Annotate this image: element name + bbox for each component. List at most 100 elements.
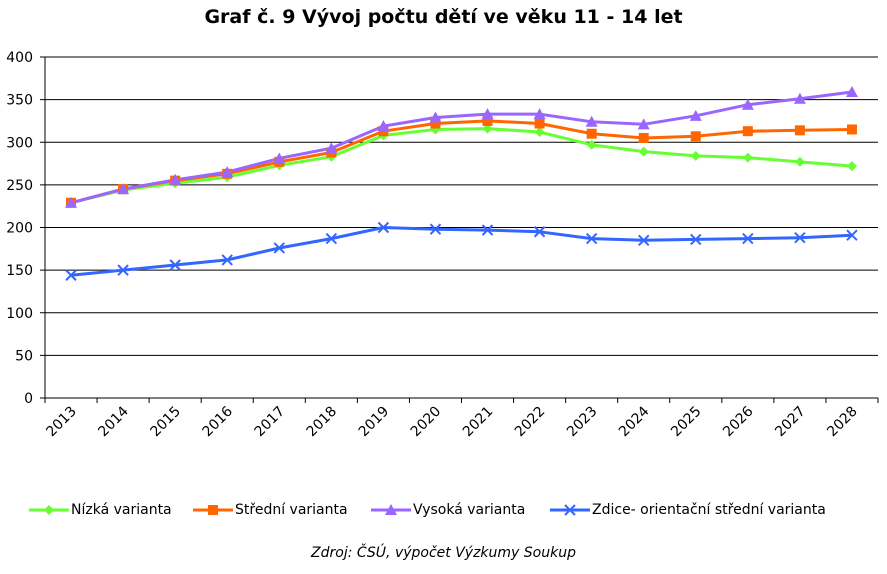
series-markers [65,85,858,281]
data-point-vysoka [325,142,338,154]
x-tick-label: 2025 [668,404,705,441]
x-tick-label: 2014 [95,403,132,440]
data-point-nizka [794,156,805,167]
data-point-zdice [794,232,806,244]
x-tick-label: 2020 [408,404,445,441]
legend-marker [385,504,397,515]
y-tick-label: 0 [24,391,33,407]
legend-swatch-stredni [193,505,233,515]
data-point-vysoka [169,173,182,185]
data-point-vysoka [741,98,754,110]
legend-label-vysoka: Vysoká varianta [413,502,526,518]
data-point-zdice [533,226,546,238]
x-tick-label: 2015 [147,404,184,441]
data-point-vysoka [533,108,546,120]
data-point-zdice [638,234,650,246]
y-tick-label: 300 [6,135,33,151]
gridlines [45,56,878,356]
x-tick-label: 2022 [512,404,549,441]
data-point-zdice [690,233,702,246]
data-point-zdice [585,232,598,245]
data-point-stredni [534,118,545,129]
data-point-zdice [377,221,390,234]
data-point-nizka [846,161,857,172]
y-tick-label: 150 [6,263,33,279]
data-point-vysoka [429,111,442,123]
data-point-zdice [221,254,233,266]
data-point-nizka [586,139,597,150]
x-tick-labels: 2013 2014 2015 2016 2017 2018 2019 2020 2021 2022… [43,403,860,440]
legend-marker [564,504,576,516]
x-tick-label: 2016 [200,403,237,440]
data-point-vysoka [117,183,130,195]
y-tick-label: 100 [6,306,33,322]
data-point-vysoka [637,118,650,130]
series-line-zdice [70,226,853,277]
legend-label-stredni: Střední varianta [235,502,348,518]
legend-swatch-vysoka [371,504,411,515]
x-tick-label: 2023 [564,404,601,441]
data-point-zdice [429,223,442,235]
axes [40,56,879,403]
x-tick-label: 2019 [356,404,393,441]
legend-label-zdice: Zdice- orientační střední varianta [592,502,826,518]
data-point-stredni [690,131,701,142]
source-note: Zdroj: ČSÚ, výpočet Výzkumy Soukup [311,545,576,561]
legend-label-nizka: Nízká varianta [71,502,172,518]
series-line-vysoka [70,90,853,205]
data-point-nizka [638,146,649,157]
x-tick-label: 2028 [824,404,861,441]
data-point-stredni [794,125,805,136]
data-point-vysoka [481,108,494,120]
data-point-nizka [690,150,701,161]
data-point-vysoka [221,166,234,178]
data-point-zdice [65,269,77,281]
data-point-vysoka [377,120,390,132]
x-tick-label: 2026 [720,403,757,440]
data-point-vysoka [65,196,78,208]
data-point-stredni [586,128,597,139]
y-tick-label: 400 [6,50,33,66]
data-point-stredni [638,132,649,143]
x-tick-label: 2024 [616,403,653,440]
data-point-stredni [378,126,389,137]
data-point-zdice [117,264,129,276]
data-point-nizka [534,127,545,138]
data-point-nizka [482,123,493,134]
data-point-zdice [325,232,338,245]
y-tick-label: 350 [6,93,33,109]
data-point-stredni [482,115,493,126]
data-point-vysoka [273,152,286,164]
data-point-vysoka [585,115,598,127]
y-tick-label: 250 [6,178,33,194]
y-tick-label: 50 [15,348,33,364]
y-tick-labels: 0 50 100 150 200 250 300 350 400 [6,50,33,407]
chart-title: Graf č. 9 Vývoj počtu dětí ve věku 11 - … [204,6,683,28]
data-point-stredni [430,118,441,129]
legend-swatch-nizka [29,505,69,515]
legend-marker [208,505,218,515]
series-lines [70,90,853,277]
data-point-zdice [742,232,754,245]
legend: Nízká varianta Střední varianta Vysoká v… [0,499,887,521]
data-point-vysoka [793,92,806,104]
data-point-zdice [481,224,494,236]
data-point-stredni [742,126,753,137]
series-line-stredni [70,119,853,205]
data-point-vysoka [845,85,858,97]
data-point-zdice [169,259,181,271]
x-tick-label: 2021 [460,404,497,441]
y-tick-label: 200 [6,221,33,237]
legend-swatch-zdice [550,504,590,516]
series-line-nizka [70,127,853,205]
data-point-zdice [273,242,285,254]
data-point-zdice [846,229,858,241]
data-point-stredni [846,124,857,135]
x-tick-label: 2017 [252,404,289,441]
data-point-vysoka [689,109,702,121]
x-tick-label: 2018 [304,404,341,441]
x-tick-label: 2013 [43,404,80,441]
data-point-nizka [742,152,753,163]
legend-marker [44,505,54,515]
